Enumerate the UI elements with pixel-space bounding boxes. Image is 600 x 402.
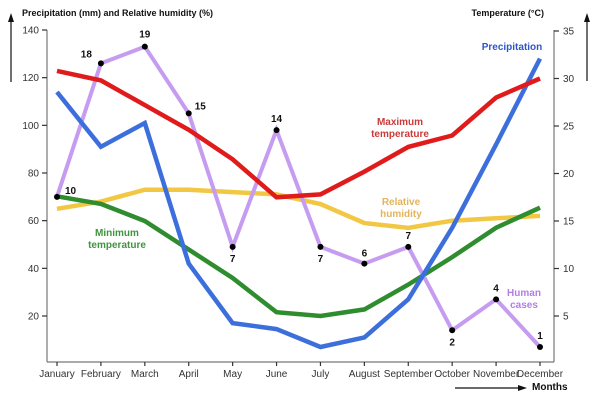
- month-label: March: [131, 369, 159, 380]
- right-axis-tick-label: 5: [563, 312, 569, 323]
- human-cases-point: [54, 193, 60, 200]
- series-label-minimum-temperature: temperature: [88, 240, 146, 251]
- month-label: August: [349, 369, 380, 380]
- left-axis-tick-label: 100: [22, 121, 39, 132]
- right-axis-tick-label: 15: [563, 217, 575, 228]
- human-cases-count-label: 7: [405, 231, 411, 242]
- series-label-relative-humidity: Relative: [382, 197, 421, 208]
- series-label-maximum-temperature: Maximum: [377, 117, 423, 128]
- series-line-human-cases: [55, 44, 542, 349]
- month-label: July: [312, 369, 330, 380]
- human-cases-point: [493, 296, 500, 303]
- right-axis-tick-label: 35: [563, 27, 575, 38]
- right-axis-tick-label: 30: [563, 74, 575, 85]
- human-cases-count-label: 7: [318, 254, 324, 265]
- month-label: April: [179, 369, 199, 380]
- month-label: December: [517, 369, 564, 380]
- month-label: May: [223, 369, 242, 380]
- month-label: November: [473, 369, 520, 380]
- right-axis-tick-label: 25: [563, 122, 575, 133]
- left-axis-tick-label: 140: [22, 26, 39, 37]
- human-cases-point: [229, 243, 236, 250]
- human-cases-count-label: 14: [271, 114, 283, 125]
- series-label-minimum-temperature: Minimum: [95, 228, 139, 239]
- human-cases-count-label: 1: [537, 331, 543, 342]
- series-label-human-cases: Human: [507, 288, 541, 299]
- series-label-precipitation: Precipitation: [482, 42, 543, 53]
- human-cases-count-label: 2: [449, 337, 455, 348]
- series-label-human-cases: cases: [510, 300, 538, 311]
- human-cases-count-label: 15: [195, 101, 207, 112]
- human-cases-point: [185, 110, 192, 117]
- month-label: September: [384, 369, 434, 380]
- right-axis-tick-label: 20: [563, 169, 575, 180]
- left-axis-tick-label: 80: [28, 169, 40, 180]
- left-axis-title: Precipitation (mm) and Relative humidity…: [22, 8, 213, 18]
- human-cases-point: [361, 260, 368, 267]
- month-label: June: [266, 369, 288, 380]
- human-cases-point: [537, 343, 543, 350]
- right-axis-tick-label: 10: [563, 264, 575, 275]
- right-axis-title: Temperature (°C): [472, 8, 544, 18]
- human-cases-count-label: 10: [65, 186, 77, 197]
- series-line-minimum-temperature: [56, 194, 541, 319]
- month-label: October: [434, 369, 470, 380]
- human-cases-count-label: 18: [81, 49, 93, 60]
- month-label: February: [81, 369, 121, 380]
- human-cases-count-label: 6: [362, 249, 368, 260]
- human-cases-point: [141, 43, 148, 50]
- human-cases-count-label: 19: [139, 30, 151, 41]
- series-line-precipitation: [55, 57, 543, 350]
- right-axis-arrow: [584, 13, 590, 81]
- left-axis-tick-label: 120: [22, 73, 39, 84]
- left-axis-arrow: [8, 13, 14, 82]
- months-arrow: [455, 385, 527, 391]
- series-line-relative-humidity: [56, 187, 541, 231]
- x-axis-title: Months: [532, 382, 568, 393]
- human-cases-point: [273, 127, 280, 134]
- human-cases-count-label: 7: [230, 254, 236, 265]
- human-cases-point: [449, 327, 456, 334]
- month-label: January: [39, 369, 75, 380]
- human-cases-point: [97, 60, 104, 67]
- human-cases-point: [317, 243, 324, 250]
- human-cases-point: [405, 243, 412, 250]
- left-axis-tick-label: 40: [28, 264, 40, 275]
- series-label-relative-humidity: humidity: [380, 209, 422, 220]
- human-cases-count-label: 4: [493, 283, 499, 294]
- left-axis-tick-label: 20: [28, 312, 40, 323]
- left-axis-tick-label: 60: [28, 216, 40, 227]
- series-line-maximum-temperature: [56, 68, 541, 200]
- series-label-maximum-temperature: temperature: [371, 129, 429, 140]
